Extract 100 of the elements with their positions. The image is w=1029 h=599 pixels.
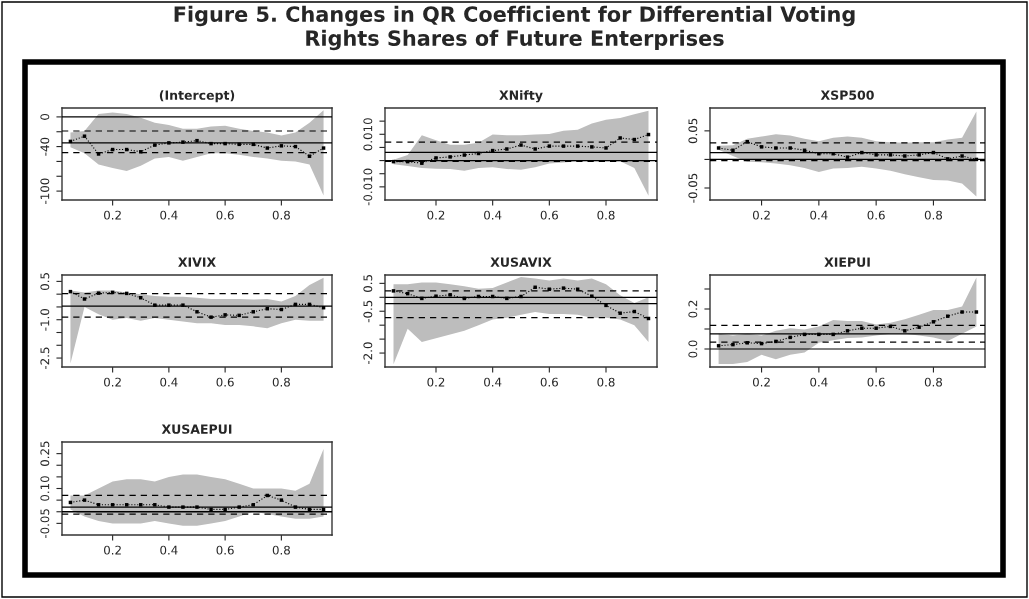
point <box>917 325 921 329</box>
point <box>139 150 143 154</box>
point <box>237 313 241 318</box>
x-tick-label: 0.8 <box>597 377 615 387</box>
point <box>321 146 326 150</box>
x-tick-label: 0.4 <box>484 210 502 220</box>
chart-title: XNifty <box>499 90 543 103</box>
point <box>759 145 764 149</box>
point <box>181 140 185 144</box>
y-tick-label: 0.05 <box>688 118 698 144</box>
point <box>817 332 821 337</box>
x-tick-label: 0.4 <box>484 377 502 387</box>
point <box>903 154 907 158</box>
point <box>223 507 227 512</box>
point <box>279 498 284 502</box>
point <box>181 505 185 509</box>
point <box>590 145 594 149</box>
point <box>96 291 101 295</box>
y-tick-label: -2.0 <box>363 342 373 364</box>
point <box>96 503 101 507</box>
point <box>774 146 778 150</box>
x-tick-label: 0.6 <box>867 210 885 220</box>
y-tick-label: 0 <box>40 113 50 120</box>
x-tick-label: 0.4 <box>160 377 178 387</box>
point <box>745 341 749 345</box>
y-tick-label: 0.5 <box>40 273 50 290</box>
point <box>181 303 185 307</box>
point <box>561 286 566 290</box>
point <box>420 161 424 165</box>
point <box>505 147 509 151</box>
x-tick-label: 0.6 <box>216 377 234 387</box>
point <box>788 335 792 340</box>
x-tick-label: 0.6 <box>867 377 885 387</box>
point <box>82 297 87 301</box>
point <box>209 315 213 319</box>
point <box>874 153 878 157</box>
y-tick-label: -2.5 <box>40 347 50 369</box>
point <box>618 311 622 315</box>
point <box>448 155 452 159</box>
point <box>279 144 284 148</box>
y-tick-label: -0.05 <box>688 173 698 203</box>
point <box>209 507 213 512</box>
point <box>307 154 312 158</box>
point <box>903 329 907 333</box>
x-tick-label: 0.8 <box>597 210 615 220</box>
point <box>618 136 622 140</box>
y-tick-label: -1.0 <box>40 308 50 331</box>
point <box>195 138 199 143</box>
point <box>533 285 537 289</box>
y-tick-label: -0.010 <box>363 168 373 206</box>
chart-title: XSP500 <box>820 90 874 100</box>
x-tick-label: 0.2 <box>104 377 121 387</box>
x-tick-label: 0.4 <box>810 377 828 387</box>
point <box>575 287 580 291</box>
x-tick-label: 0.8 <box>272 545 290 555</box>
x-tick-label: 0.8 <box>924 377 943 387</box>
point <box>82 134 87 138</box>
point <box>917 153 921 157</box>
point <box>195 310 199 314</box>
x-tick-label: 0.8 <box>924 210 943 220</box>
x-tick-label: 0.2 <box>752 377 770 387</box>
x-tick-label: 0.2 <box>104 545 121 555</box>
point <box>153 143 157 147</box>
point <box>788 146 792 150</box>
point <box>420 296 424 301</box>
point <box>110 503 115 507</box>
point <box>167 505 171 509</box>
caption: Figure 5. Changes in QR Coefficient for Differential Voting <box>174 5 855 27</box>
point <box>223 313 227 317</box>
point <box>251 503 255 507</box>
point <box>391 289 396 293</box>
point <box>223 141 227 146</box>
point <box>434 294 438 298</box>
point <box>448 293 452 297</box>
point <box>195 505 199 509</box>
x-tick-label: 0.4 <box>810 210 828 220</box>
point <box>519 294 523 299</box>
point <box>974 310 979 314</box>
point <box>731 342 735 347</box>
point <box>547 144 552 148</box>
x-tick-label: 0.2 <box>104 210 121 220</box>
point <box>434 156 438 160</box>
point <box>731 148 735 153</box>
point <box>716 344 721 348</box>
point <box>774 339 778 344</box>
point <box>874 326 878 330</box>
point <box>462 153 467 157</box>
y-tick-label: 0.0 <box>688 340 698 358</box>
text: Rights Shares of Future Enterprises <box>306 29 724 51</box>
point <box>124 503 129 507</box>
y-tick-label: 0.010 <box>363 118 373 151</box>
point <box>561 144 566 148</box>
x-tick-label: 0.6 <box>540 377 558 387</box>
y-tick-label: -0.05 <box>40 509 50 539</box>
point <box>533 147 537 151</box>
point <box>167 141 171 145</box>
point <box>960 154 964 158</box>
point <box>265 146 270 150</box>
point <box>716 146 721 150</box>
point <box>237 142 241 147</box>
